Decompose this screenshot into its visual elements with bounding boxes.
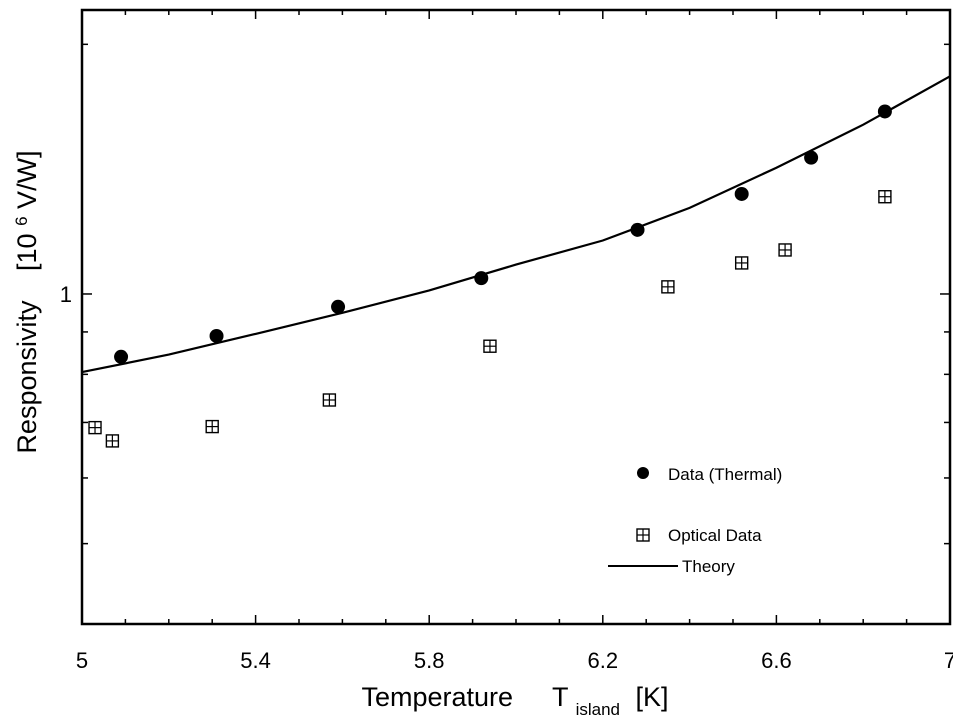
x-tick-label: 5.8	[414, 648, 445, 673]
y-axis-label-unit-exp: 6	[12, 216, 31, 225]
y-tick-label: 1	[60, 282, 72, 307]
theory-line	[81, 75, 951, 374]
optical-data-point	[483, 339, 497, 353]
optical-data-point	[105, 434, 120, 448]
x-tick-label: 6.2	[588, 648, 619, 673]
thermal-data-point	[804, 150, 819, 165]
optical-data-point	[88, 420, 102, 435]
legend-marker-optical	[636, 528, 650, 542]
legend-label-theory: Theory	[682, 557, 735, 576]
x-axis-label-symbol: T	[552, 682, 568, 712]
optical-data-point	[778, 243, 792, 257]
thermal-data-point	[331, 299, 346, 314]
y-axis-label: Responsivity [10 6 V/W]	[3, 150, 42, 453]
x-axis-label-unit: [K]	[636, 682, 669, 712]
y-axis-label-unit-post: V/W]	[12, 150, 42, 209]
x-tick-label: 5.4	[240, 648, 271, 673]
thermal-data-point	[734, 186, 749, 201]
plot-frame	[80, 8, 952, 626]
legend-label-thermal: Data (Thermal)	[668, 465, 782, 484]
thermal-data-point	[474, 271, 489, 286]
plot-area-border	[80, 8, 952, 626]
data-marks	[81, 75, 951, 448]
y-axis-label-unit-pre: [10	[12, 233, 42, 271]
thermal-data-point	[877, 104, 892, 119]
x-axis-label-subscript: island	[576, 700, 620, 719]
thermal-data-point	[630, 222, 645, 237]
thermal-data-point	[209, 328, 224, 343]
optical-data-point	[661, 280, 675, 294]
x-axis-label: Temperature T island [K]	[361, 682, 668, 719]
optical-data-point	[322, 393, 337, 407]
x-tick-label: 6.6	[761, 648, 792, 673]
x-tick-label: 7	[944, 648, 953, 673]
legend: Data (Thermal) Optical Data Theory	[608, 465, 782, 576]
legend-label-optical: Optical Data	[668, 526, 762, 545]
optical-data-point	[205, 419, 219, 434]
thermal-data-point	[114, 349, 129, 364]
x-tick-label: 5	[76, 648, 88, 673]
x-axis-label-main: Temperature	[361, 682, 513, 712]
y-axis-label-main: Responsivity	[12, 300, 42, 454]
legend-marker-thermal	[637, 467, 649, 479]
axis-ticks: 5 5.4 5.8 6.2 6.6 7 1	[60, 10, 953, 673]
optical-data-point	[878, 190, 892, 204]
optical-data-point	[734, 256, 749, 270]
